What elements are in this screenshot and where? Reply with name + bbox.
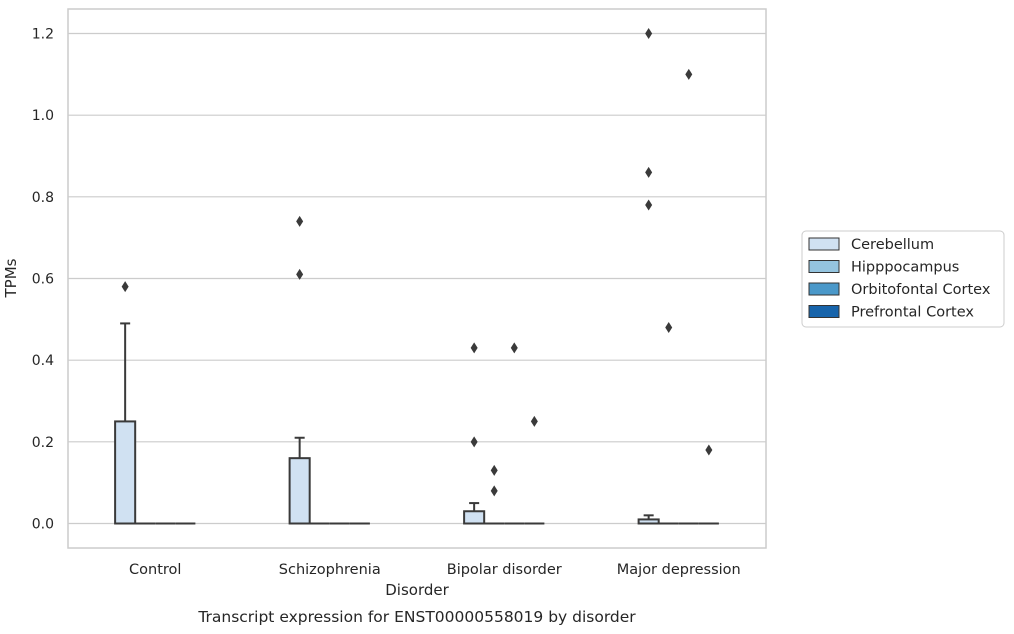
- x-tick-label: Control: [129, 562, 181, 578]
- box-body: [463, 510, 486, 525]
- x-tick-label: Major depression: [617, 562, 741, 578]
- y-axis-label: TPMs: [2, 258, 20, 298]
- legend: Cerebellum Hipppocampus Orbitofontal Corte…: [801, 230, 1005, 328]
- box-0-3: [637, 28, 660, 525]
- x-tick-label: Schizophrenia: [279, 562, 381, 578]
- y-tick-label: 0.2: [32, 435, 54, 451]
- legend-frame: [801, 230, 1005, 328]
- box-1-2: [484, 464, 505, 525]
- box-0-1: [288, 215, 311, 525]
- legend-label: Hipppocampus: [851, 260, 959, 276]
- box-3-2: [524, 415, 545, 525]
- box-0-2: [463, 342, 486, 525]
- outlier-point: [645, 199, 653, 211]
- outlier-point: [685, 68, 693, 80]
- outlier-point: [470, 342, 478, 354]
- y-tick-label: 0.0: [32, 517, 54, 533]
- box-1-3: [658, 322, 679, 525]
- y-tick-label: 0.6: [32, 272, 54, 288]
- box-body: [114, 420, 137, 525]
- legend-label: Prefrontal Cortex: [851, 305, 974, 321]
- outlier-point: [296, 215, 304, 227]
- legend-swatch: [808, 237, 840, 251]
- box-marks: [114, 28, 719, 525]
- box-3-3: [698, 444, 719, 525]
- chart-caption: Transcript expression for ENST0000055801…: [197, 608, 636, 626]
- outlier-point: [665, 322, 673, 333]
- box-2-3: [678, 68, 699, 525]
- legend-swatch: [808, 305, 840, 318]
- y-tick-label: 1.2: [32, 27, 54, 43]
- x-axis-ticks: Control Schizophrenia Bipolar disorder Majo…: [129, 562, 741, 578]
- box-2-2: [504, 342, 525, 525]
- outlier-point: [121, 281, 129, 293]
- outlier-point: [510, 342, 518, 354]
- plot-area-frame: [67, 8, 767, 549]
- box-0-0: [114, 281, 137, 525]
- y-tick-label: 0.4: [32, 353, 54, 369]
- outlier-point: [645, 166, 653, 178]
- y-tick-label: 0.8: [32, 190, 54, 206]
- legend-swatch: [808, 282, 840, 296]
- outlier-point: [490, 464, 498, 476]
- x-tick-label: Bipolar disorder: [447, 562, 562, 578]
- y-axis-ticks: 0.0 0.2 0.4 0.6 0.8 1.0 1.2: [32, 27, 54, 533]
- legend-label: Cerebellum: [851, 237, 934, 253]
- outlier-point: [645, 28, 653, 39]
- outlier-point: [530, 415, 538, 427]
- x-axis-label: Disorder: [385, 581, 449, 599]
- legend-label: Orbitofontal Cortex: [851, 282, 991, 298]
- y-tick-label: 1.0: [32, 108, 54, 124]
- legend-swatch: [808, 260, 840, 273]
- outlier-point: [296, 268, 304, 280]
- outlier-point: [705, 444, 713, 456]
- box-body: [288, 457, 311, 525]
- outlier-point: [490, 485, 498, 497]
- outlier-point: [470, 436, 478, 448]
